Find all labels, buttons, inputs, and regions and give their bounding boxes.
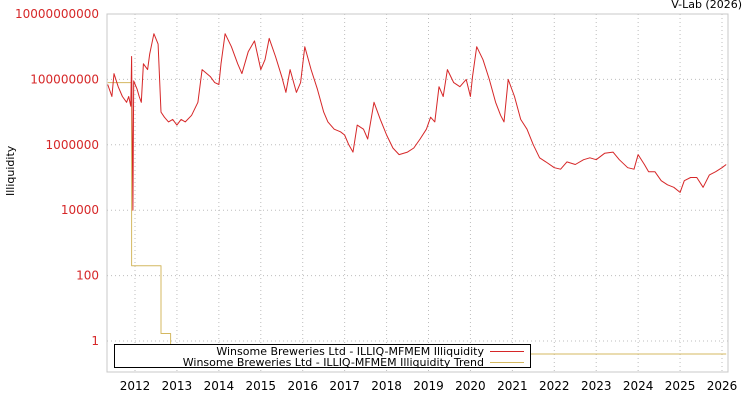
- vlab-credit: V-Lab (2026): [671, 0, 742, 11]
- y-axis-ticks: 10000000000 100000000 1000000 10000 100 1: [15, 7, 99, 348]
- grid-lines: [107, 13, 728, 372]
- legend-item-trend: Winsome Breweries Ltd - ILLIQ-MFMEM Illi…: [182, 356, 524, 369]
- y-tick-label: 10000: [61, 203, 99, 217]
- x-tick-label: 2017: [329, 379, 360, 393]
- legend-label: Winsome Breweries Ltd - ILLIQ-MFMEM Illi…: [182, 356, 484, 369]
- x-tick-label: 2021: [497, 379, 528, 393]
- x-tick-label: 2020: [455, 379, 486, 393]
- x-tick-label: 2018: [371, 379, 402, 393]
- x-tick-label: 2016: [287, 379, 318, 393]
- legend-swatch-red: [490, 351, 524, 352]
- y-tick-label: 10000000000: [15, 7, 99, 21]
- series-lines: [107, 33, 727, 355]
- x-tick-label: 2014: [204, 379, 235, 393]
- plot-frame: [106, 13, 729, 373]
- illiquidity-line: [107, 33, 727, 211]
- legend-item-illiquidity: Winsome Breweries Ltd - ILLIQ-MFMEM Illi…: [216, 345, 524, 358]
- x-tick-label: 2025: [665, 379, 696, 393]
- x-tick-label: 2024: [623, 379, 654, 393]
- x-axis-ticks: 2012 2013 2014 2015 2016 2017 2018 2019 2020 2021…: [120, 379, 738, 393]
- y-tick-label: 100: [76, 269, 99, 283]
- y-tick-label: 100000000: [30, 72, 99, 86]
- y-axis-label: Illiquidity: [4, 145, 17, 196]
- illiquidity-trend-line: [107, 82, 727, 355]
- x-tick-label: 2026: [707, 379, 738, 393]
- x-tick-label: 2023: [581, 379, 612, 393]
- legend-label: Winsome Breweries Ltd - ILLIQ-MFMEM Illi…: [216, 345, 484, 358]
- y-tick-label: 1000000: [46, 138, 99, 152]
- x-tick-label: 2013: [162, 379, 193, 393]
- x-tick-label: 2019: [413, 379, 444, 393]
- legend-swatch-gold: [490, 362, 524, 363]
- y-tick-label: 1: [91, 334, 99, 348]
- chart-legend: Winsome Breweries Ltd - ILLIQ-MFMEM Illi…: [114, 344, 531, 369]
- x-tick-label: 2022: [539, 379, 570, 393]
- x-tick-label: 2012: [120, 379, 151, 393]
- x-tick-label: 2015: [246, 379, 277, 393]
